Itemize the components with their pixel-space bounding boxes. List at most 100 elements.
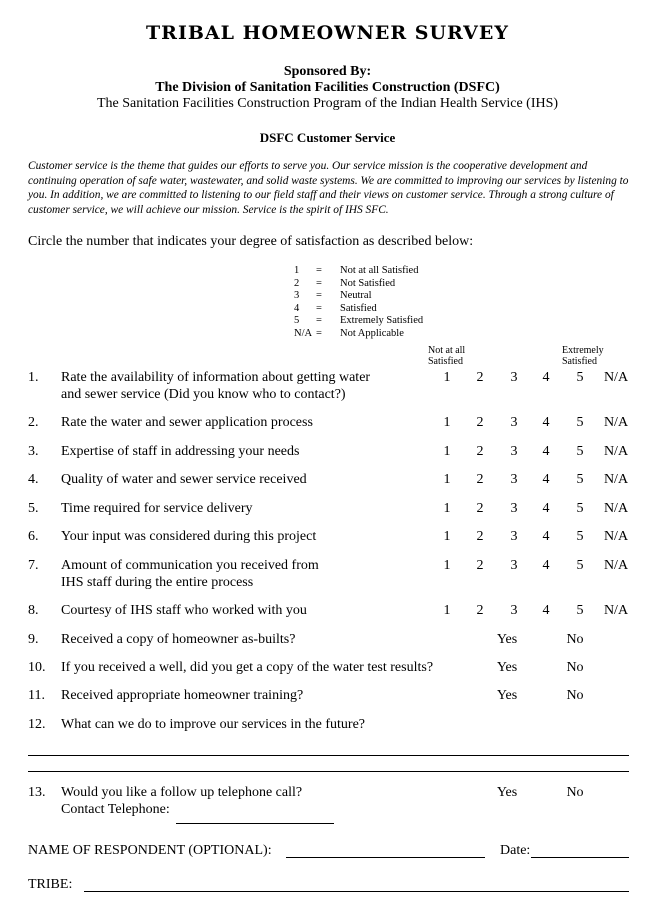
rating-option-na[interactable]: N/A — [603, 501, 629, 516]
legend-equals: = — [316, 302, 322, 314]
question-text: Rate the water and sewer application pro… — [61, 415, 313, 430]
name-label: NAME OF RESPONDENT (OPTIONAL): — [28, 843, 272, 858]
rating-option-4[interactable]: 4 — [542, 472, 550, 487]
no-option[interactable]: No — [566, 632, 584, 647]
question-text: Received appropriate homeowner training? — [61, 688, 304, 703]
rating-option-3[interactable]: 3 — [510, 444, 518, 459]
rating-option-na[interactable]: N/A — [603, 529, 629, 544]
date-field[interactable] — [531, 857, 629, 858]
rating-option-2[interactable]: 2 — [476, 558, 484, 573]
scale-low-label: Not at all Satisfied — [428, 345, 465, 367]
section-title: DSFC Customer Service — [259, 130, 396, 145]
scale-high-line2: Satisfied — [562, 356, 597, 367]
rating-option-na[interactable]: N/A — [603, 558, 629, 573]
rating-option-4[interactable]: 4 — [542, 558, 550, 573]
rating-option-5[interactable]: 5 — [576, 415, 584, 430]
yes-option[interactable]: Yes — [496, 632, 518, 647]
question-number: 2. — [28, 415, 39, 430]
legend-key: 2 — [294, 277, 300, 289]
instruction: Circle the number that indicates your de… — [28, 234, 474, 249]
question-text-line2: IHS staff during the entire process — [61, 575, 254, 590]
rating-option-na[interactable]: N/A — [603, 370, 629, 385]
division: The Division of Sanitation Facilities Co… — [155, 80, 500, 95]
yes-option[interactable]: Yes — [496, 660, 518, 675]
answer-line[interactable] — [28, 771, 629, 772]
question-text: Amount of communication you received fro… — [61, 558, 319, 573]
rating-option-2[interactable]: 2 — [476, 415, 484, 430]
question-number: 13. — [28, 785, 46, 800]
legend-key: N/A — [294, 328, 313, 339]
rating-option-2[interactable]: 2 — [476, 501, 484, 516]
rating-option-3[interactable]: 3 — [510, 370, 518, 385]
legend-equals: = — [316, 265, 322, 276]
question-text: Received a copy of homeowner as-builts? — [61, 632, 296, 647]
rating-option-1[interactable]: 1 — [443, 472, 451, 487]
rating-option-4[interactable]: 4 — [542, 444, 550, 459]
rating-option-4[interactable]: 4 — [542, 529, 550, 544]
rating-option-2[interactable]: 2 — [476, 603, 484, 618]
rating-option-na[interactable]: N/A — [603, 472, 629, 487]
rating-option-na[interactable]: N/A — [603, 603, 629, 618]
question-text-line2: and sewer service (Did you know who to c… — [61, 387, 346, 402]
rating-option-5[interactable]: 5 — [576, 370, 584, 385]
question-number: 1. — [28, 370, 39, 385]
legend-equals: = — [316, 290, 322, 302]
legend-key: 4 — [294, 302, 300, 314]
rating-option-3[interactable]: 3 — [510, 415, 518, 430]
tribe-field[interactable] — [84, 891, 629, 892]
rating-option-3[interactable]: 3 — [510, 472, 518, 487]
rating-option-2[interactable]: 2 — [476, 529, 484, 544]
no-option[interactable]: No — [566, 660, 584, 675]
question-text: Your input was considered during this pr… — [61, 529, 317, 544]
question-number: 9. — [28, 632, 39, 647]
rating-option-na[interactable]: N/A — [603, 415, 629, 430]
rating-option-3[interactable]: 3 — [510, 603, 518, 618]
answer-line[interactable] — [28, 755, 629, 756]
scale-high-line1: Extremely — [562, 345, 604, 356]
page-title: TRIBAL HOMEOWNER SURVEY — [146, 22, 509, 44]
rating-option-na[interactable]: N/A — [603, 444, 629, 459]
rating-option-5[interactable]: 5 — [576, 472, 584, 487]
yes-option[interactable]: Yes — [496, 785, 518, 800]
question-number: 6. — [28, 529, 39, 544]
scale-low-line2: Satisfied — [428, 356, 463, 367]
rating-option-4[interactable]: 4 — [542, 501, 550, 516]
legend-key: 1 — [294, 265, 300, 276]
rating-option-3[interactable]: 3 — [510, 501, 518, 516]
question-number: 8. — [28, 603, 39, 618]
rating-option-4[interactable]: 4 — [542, 370, 550, 385]
question-text: Rate the availability of information abo… — [61, 370, 371, 385]
rating-option-1[interactable]: 1 — [443, 529, 451, 544]
legend-key: 5 — [294, 315, 300, 327]
rating-option-5[interactable]: 5 — [576, 501, 584, 516]
rating-option-1[interactable]: 1 — [443, 415, 451, 430]
rating-option-4[interactable]: 4 — [542, 603, 550, 618]
rating-option-1[interactable]: 1 — [443, 444, 451, 459]
rating-option-5[interactable]: 5 — [576, 444, 584, 459]
rating-option-2[interactable]: 2 — [476, 472, 484, 487]
no-option[interactable]: No — [566, 785, 584, 800]
question-number: 7. — [28, 558, 39, 573]
rating-option-3[interactable]: 3 — [510, 529, 518, 544]
rating-option-1[interactable]: 1 — [443, 501, 451, 516]
legend-value: Extremely Satisfied — [340, 315, 424, 327]
rating-option-5[interactable]: 5 — [576, 529, 584, 544]
rating-option-4[interactable]: 4 — [542, 415, 550, 430]
yes-option[interactable]: Yes — [496, 688, 518, 703]
question-text: Would you like a follow up telephone cal… — [61, 785, 303, 800]
scale-high-label: Extremely Satisfied — [562, 345, 604, 367]
rating-option-1[interactable]: 1 — [443, 603, 451, 618]
rating-option-1[interactable]: 1 — [443, 558, 451, 573]
question-text: What can we do to improve our services i… — [61, 717, 366, 732]
rating-option-2[interactable]: 2 — [476, 370, 484, 385]
intro-paragraph: Customer service is the theme that guide… — [28, 160, 629, 216]
rating-option-2[interactable]: 2 — [476, 444, 484, 459]
question-number: 10. — [28, 660, 46, 675]
contact-telephone-field[interactable] — [176, 823, 334, 824]
no-option[interactable]: No — [566, 688, 584, 703]
rating-option-5[interactable]: 5 — [576, 558, 584, 573]
rating-option-5[interactable]: 5 — [576, 603, 584, 618]
name-field[interactable] — [286, 857, 485, 858]
rating-option-3[interactable]: 3 — [510, 558, 518, 573]
rating-option-1[interactable]: 1 — [443, 370, 451, 385]
